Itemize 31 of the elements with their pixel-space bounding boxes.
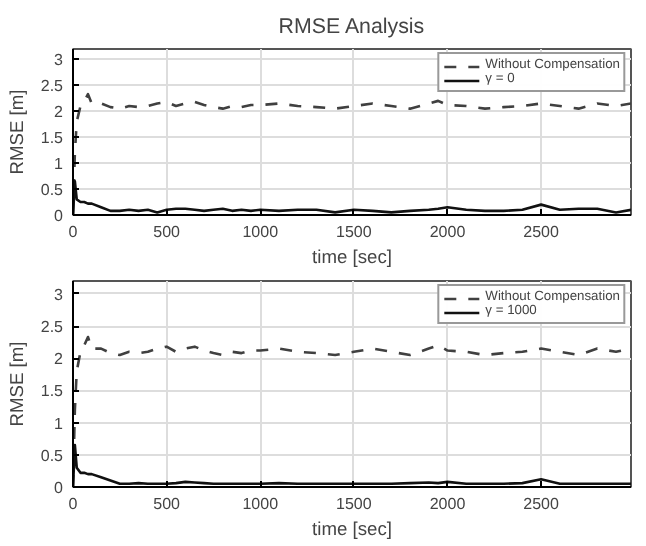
x-tick-label: 2000: [429, 223, 467, 241]
x-tick-label: 1000: [242, 495, 280, 513]
y-tick-label: 2: [54, 350, 65, 369]
x-tick-label: 500: [153, 223, 182, 241]
x-axis-title: time [sec]: [312, 519, 392, 539]
chart-title: RMSE Analysis: [278, 15, 425, 39]
y-tick-label: 2.5: [40, 318, 65, 337]
x-tick-label: 0: [68, 223, 79, 241]
x-tick-label: 0: [68, 495, 79, 513]
y-tick-label: 1: [54, 414, 65, 433]
x-tick-label: 1000: [242, 223, 280, 241]
y-tick-label: 2: [54, 103, 65, 122]
y-tick-label: 1: [54, 155, 65, 174]
y-tick-label: 0: [54, 207, 65, 225]
y-tick-label: 0.5: [40, 446, 65, 465]
y-tick-label: 1.5: [40, 382, 65, 401]
y-tick-label: 1.5: [40, 129, 65, 148]
x-tick-label: 1500: [336, 223, 373, 241]
y-tick-label: 2.5: [40, 77, 65, 96]
x-tick-label: 500: [153, 495, 182, 513]
y-axis-title: RMSE [m]: [6, 341, 27, 427]
x-tick-label: 2500: [523, 223, 561, 241]
x-tick-label: 1500: [336, 495, 373, 513]
x-axis-title: time [sec]: [312, 247, 392, 267]
x-tick-label: 2500: [523, 495, 561, 513]
y-tick-label: 3: [54, 51, 65, 70]
y-tick-label: 0.5: [40, 181, 65, 200]
y-tick-label: 3: [54, 285, 65, 304]
x-tick-label: 2000: [429, 495, 467, 513]
y-tick-label: 0: [54, 479, 65, 497]
y-axis-title: RMSE [m]: [6, 89, 27, 175]
